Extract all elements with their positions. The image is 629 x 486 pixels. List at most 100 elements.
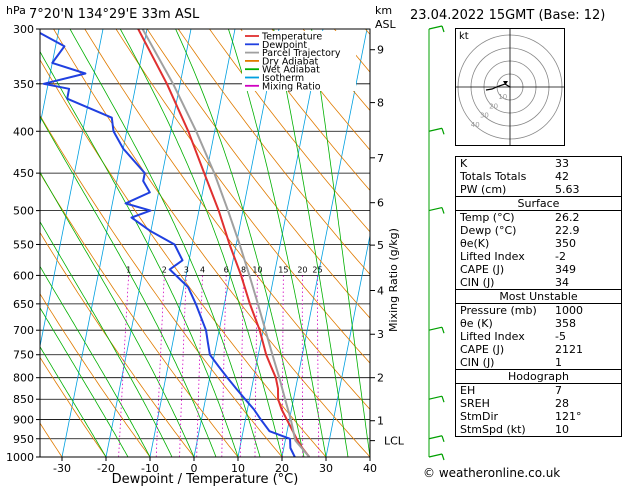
wet-adiabat-line — [311, 29, 370, 457]
plot-frame — [39, 28, 371, 458]
pressure-tick-label: 350 — [13, 78, 34, 91]
hodo-stmspd: StmSpd (kt) 10 — [460, 423, 569, 436]
dry-adiabat-line — [53, 29, 370, 457]
pressure-tick-label: 700 — [13, 324, 34, 337]
wind-barb — [428, 395, 443, 400]
mu-pressure: Pressure (mb) 1000 — [460, 304, 583, 317]
pressure-tick-label: 400 — [13, 125, 34, 138]
hodo-sreh: SREH 28 — [460, 397, 569, 410]
mixing-ratio-line — [196, 275, 203, 457]
legend-item-label: Dewpoint — [262, 40, 307, 51]
wet-adiabat-line — [273, 29, 349, 457]
isotherm-line — [325, 233, 370, 457]
wet-adiabat-line — [69, 29, 261, 457]
mixing-ratio-label: 8 — [241, 265, 246, 274]
mixing-ratio-line — [155, 275, 165, 457]
isotherm-line — [237, 29, 324, 457]
surface-title: Surface — [456, 197, 621, 211]
surface-theta-e: θe(K) 350 — [460, 237, 576, 250]
height-tick-label: 6 — [377, 197, 384, 210]
temperature-tick-label: -30 — [53, 462, 71, 475]
lcl-label: LCL — [384, 435, 405, 448]
wet-adiabat-line — [119, 29, 283, 457]
height-unit-asl: ASL — [375, 18, 397, 31]
dewpoint-line — [40, 31, 296, 457]
mixing-ratio-axis-label: Mixing Ratio (g/kg) — [387, 228, 400, 332]
surface-lifted-index: Lifted Index -2 — [460, 250, 566, 263]
pressure-tick-label: 750 — [13, 349, 34, 362]
isotherm-line — [105, 29, 192, 457]
most-unstable-section: Most Unstable Pressure (mb) 1000 θe (K) 35… — [456, 289, 621, 369]
wind-barb-flag — [441, 327, 445, 334]
mu-lifted-index: Lifted Index -5 — [460, 330, 566, 343]
surface-cape: CAPE (J) 349 — [460, 263, 576, 276]
height-tick-label: 8 — [377, 97, 384, 110]
legend-item-label: Wet Adiabat — [262, 65, 320, 76]
temperature-tick-label: -10 — [141, 462, 159, 475]
wind-barb-flag — [441, 453, 445, 461]
wind-barb-flag — [441, 128, 445, 135]
pressure-tick-label: 950 — [13, 433, 34, 446]
parcel-trajectory-line — [141, 29, 311, 457]
wind-barb — [428, 326, 443, 331]
pressure-tick-label: 450 — [13, 167, 34, 180]
isotherm-line — [149, 29, 236, 457]
wind-barb — [428, 453, 443, 458]
mixing-ratio-labels: 1 2 3 4 6 8 10 15 20 25 — [126, 265, 323, 274]
hodograph-section: Hodograph EH 7 SREH 28 StmDir 121° StmSpd (… — [456, 369, 621, 436]
mixing-ratio-label: 6 — [224, 265, 229, 274]
hodograph-title: Hodograph — [456, 370, 621, 384]
pressure-tick-label: 600 — [13, 269, 34, 282]
legend-item-label: Mixing Ratio — [262, 81, 321, 92]
pressure-tick-label: 550 — [13, 238, 34, 251]
pressure-tick-label: 500 — [13, 205, 34, 218]
mu-theta-e: θe (K) 358 — [460, 317, 576, 330]
dry-adiabat-line — [146, 29, 370, 319]
isotherm-line — [281, 29, 368, 457]
wet-adiabat-line — [175, 29, 305, 457]
copyright-footer[interactable]: © weatheronline.co.uk — [423, 466, 561, 480]
mu-cin: CIN (J) 1 — [460, 356, 562, 369]
mixing-ratio-line — [221, 275, 227, 457]
mixing-ratio-line — [282, 275, 284, 457]
hodo-eh: EH 7 — [460, 384, 562, 397]
dry-adiabat-line — [40, 293, 151, 457]
mu-cape: CAPE (J) 2121 — [460, 343, 583, 356]
surface-section: Surface Temp (°C) 26.2 Dewp (°C) 22.9 θe(K… — [456, 196, 621, 289]
x-axis-label: Dewpoint / Temperature (°C) — [112, 472, 299, 486]
dry-adiabat-line — [271, 29, 370, 151]
hodograph-unit: kt — [459, 31, 469, 42]
height-tick-label: 5 — [377, 239, 384, 252]
pressure-tick-label: 650 — [13, 298, 34, 311]
isotherm-line — [40, 29, 60, 127]
pressure-axis: 300 350 400 450 500 550 600 650 700 750 800 850 900 9… — [6, 23, 40, 464]
legend-item-label: Temperature — [261, 32, 322, 43]
pressure-unit: hPa — [6, 4, 26, 17]
wet-adiabat-line — [40, 265, 151, 457]
indices-panel: K 33 Totals Totals 42 PW (cm) 5.63 Surface … — [455, 156, 622, 437]
mixing-ratio-label: 2 — [162, 265, 167, 274]
temperature-tick-label: 10 — [231, 462, 245, 475]
pressure-tick-label: 300 — [13, 23, 34, 36]
height-unit-km: km — [375, 4, 392, 17]
surface-dewp: Dewp (°C) 22.9 — [460, 224, 580, 237]
wet-adiabat-line — [40, 171, 195, 457]
dry-adiabat-line — [40, 231, 195, 457]
wind-barb — [428, 25, 443, 30]
mixing-ratio-label: 25 — [312, 265, 322, 274]
legend-item-label: Parcel Trajectory — [262, 48, 341, 59]
wet-adiabat-line — [40, 220, 173, 457]
hodograph-trace — [485, 83, 511, 91]
mixing-ratio-line — [254, 275, 258, 457]
forecast-date: 23.04.2022 15GMT (Base: 12) — [410, 8, 606, 23]
mixing-ratio-label: 3 — [184, 265, 189, 274]
mixing-ratio-line — [118, 275, 129, 457]
wind-barb — [428, 435, 443, 440]
temperature-axis: -30 -20 -10 0 10 20 30 40 — [53, 457, 377, 475]
temperature-tick-label: 20 — [275, 462, 289, 475]
wet-adiabat-line — [40, 345, 107, 457]
surface-temp: Temp (°C) 26.2 — [460, 211, 580, 224]
